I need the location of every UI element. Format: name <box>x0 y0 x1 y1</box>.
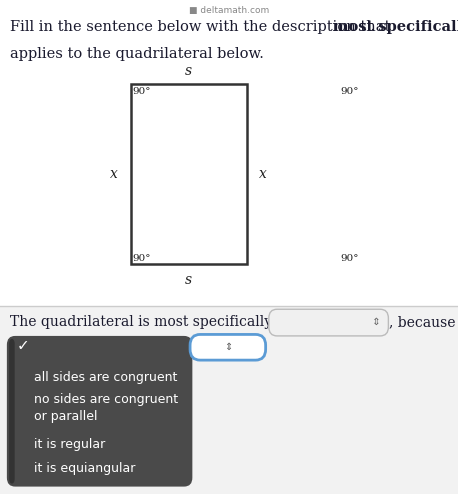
FancyBboxPatch shape <box>190 334 266 360</box>
Text: x: x <box>259 167 267 181</box>
Text: it is equiangular: it is equiangular <box>34 462 136 475</box>
Text: 90°: 90° <box>340 254 359 263</box>
Text: it is regular: it is regular <box>34 438 106 451</box>
Text: s: s <box>185 64 192 78</box>
FancyBboxPatch shape <box>269 309 388 336</box>
Text: 90°: 90° <box>340 87 359 96</box>
Text: most specifically: most specifically <box>333 20 458 34</box>
Text: applies to the quadrilateral below.: applies to the quadrilateral below. <box>10 47 264 61</box>
Text: x: x <box>110 167 118 181</box>
Text: 90°: 90° <box>132 87 151 96</box>
Text: 90°: 90° <box>132 254 151 263</box>
Bar <box>131 84 247 264</box>
Text: ⇕: ⇕ <box>224 342 232 352</box>
Text: all sides are congruent: all sides are congruent <box>34 371 178 384</box>
Bar <box>0 306 458 494</box>
Text: no sides are congruent
or parallel: no sides are congruent or parallel <box>34 393 179 422</box>
FancyBboxPatch shape <box>9 338 15 484</box>
Text: Fill in the sentence below with the description that: Fill in the sentence below with the desc… <box>10 20 395 34</box>
Text: The quadrilateral is most specifically a: The quadrilateral is most specifically a <box>10 315 285 329</box>
FancyBboxPatch shape <box>7 336 192 487</box>
Text: ⇕: ⇕ <box>372 317 381 327</box>
Text: , because: , because <box>389 315 456 329</box>
Text: s: s <box>185 273 192 287</box>
Text: rectangle: rectangle <box>279 315 347 329</box>
Text: ■ deltamath.com: ■ deltamath.com <box>189 6 269 15</box>
Text: ✓: ✓ <box>16 338 29 353</box>
